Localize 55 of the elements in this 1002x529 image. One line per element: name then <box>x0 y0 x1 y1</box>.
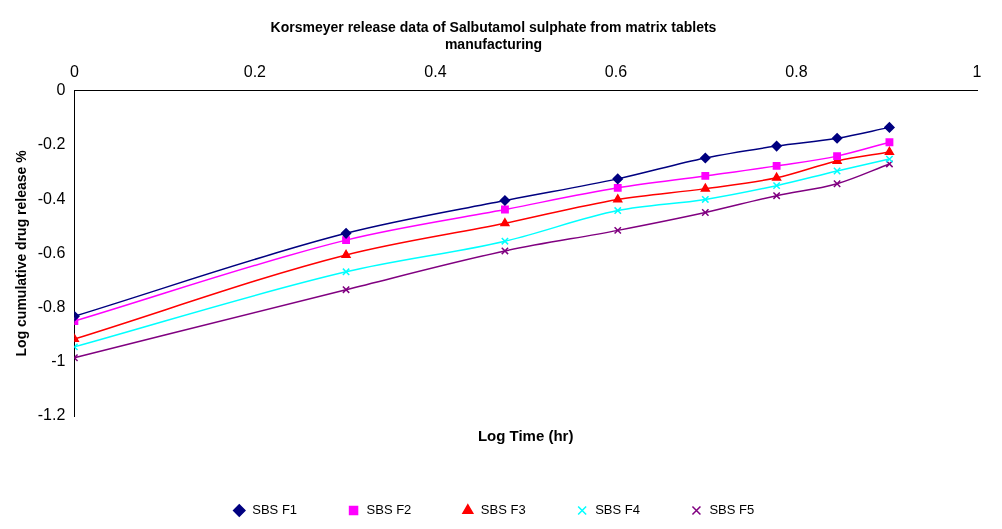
point <box>771 172 782 181</box>
point <box>884 146 895 156</box>
x-axis-title: Log Time (hr) <box>477 427 574 445</box>
y-axis-title: Log cumulative drug release % <box>13 149 30 357</box>
point <box>833 179 842 188</box>
point <box>612 173 623 185</box>
legend-label: SBS F5 <box>709 502 755 518</box>
y-tick-label: -0.4 <box>37 189 66 207</box>
text: manufacturing <box>444 36 543 53</box>
y-tick-label: -0.8 <box>37 298 66 316</box>
x-tick-label: 1 <box>972 62 982 80</box>
point <box>701 195 710 204</box>
x-tick-label: 0 <box>69 62 79 80</box>
point <box>613 194 623 203</box>
x-tick-label: 0.2 <box>243 62 267 80</box>
point <box>772 191 781 200</box>
point <box>613 183 622 192</box>
point <box>499 195 511 206</box>
y-tick-label: -0.2 <box>37 135 66 153</box>
y-tick-label: -1.2 <box>37 406 66 424</box>
point <box>500 237 509 246</box>
point <box>500 218 510 227</box>
legend-label: SBS F2 <box>366 502 412 518</box>
y-tick-label: 0 <box>56 81 66 99</box>
x-tick-label: 0.4 <box>424 62 447 80</box>
point <box>772 161 781 170</box>
point <box>341 249 351 259</box>
point <box>342 267 350 276</box>
y-tick-label: -1 <box>51 352 66 370</box>
point <box>500 247 509 255</box>
legend-label: SBS F3 <box>480 502 526 518</box>
point <box>771 140 782 152</box>
point <box>500 205 509 214</box>
point <box>342 236 350 245</box>
point <box>884 122 895 133</box>
text: Korsmeyer release data of Salbutamol sulphate from matrix tablets <box>270 19 717 36</box>
legend-label: SBS F4 <box>595 502 640 518</box>
point <box>700 152 711 164</box>
point <box>885 155 894 164</box>
point <box>772 181 781 190</box>
x-tick-label: 0.6 <box>604 62 628 80</box>
point <box>613 226 622 235</box>
point <box>340 228 352 239</box>
point <box>342 285 350 294</box>
y-tick-label: -0.6 <box>37 243 66 261</box>
point <box>613 206 622 215</box>
x-tick-label: 0.8 <box>785 62 808 80</box>
point <box>700 183 710 192</box>
point <box>885 160 894 168</box>
point <box>701 171 710 180</box>
point <box>701 208 710 217</box>
point <box>833 167 842 175</box>
legend-label: SBS F1 <box>252 502 298 518</box>
point <box>885 138 894 147</box>
point <box>831 132 843 144</box>
